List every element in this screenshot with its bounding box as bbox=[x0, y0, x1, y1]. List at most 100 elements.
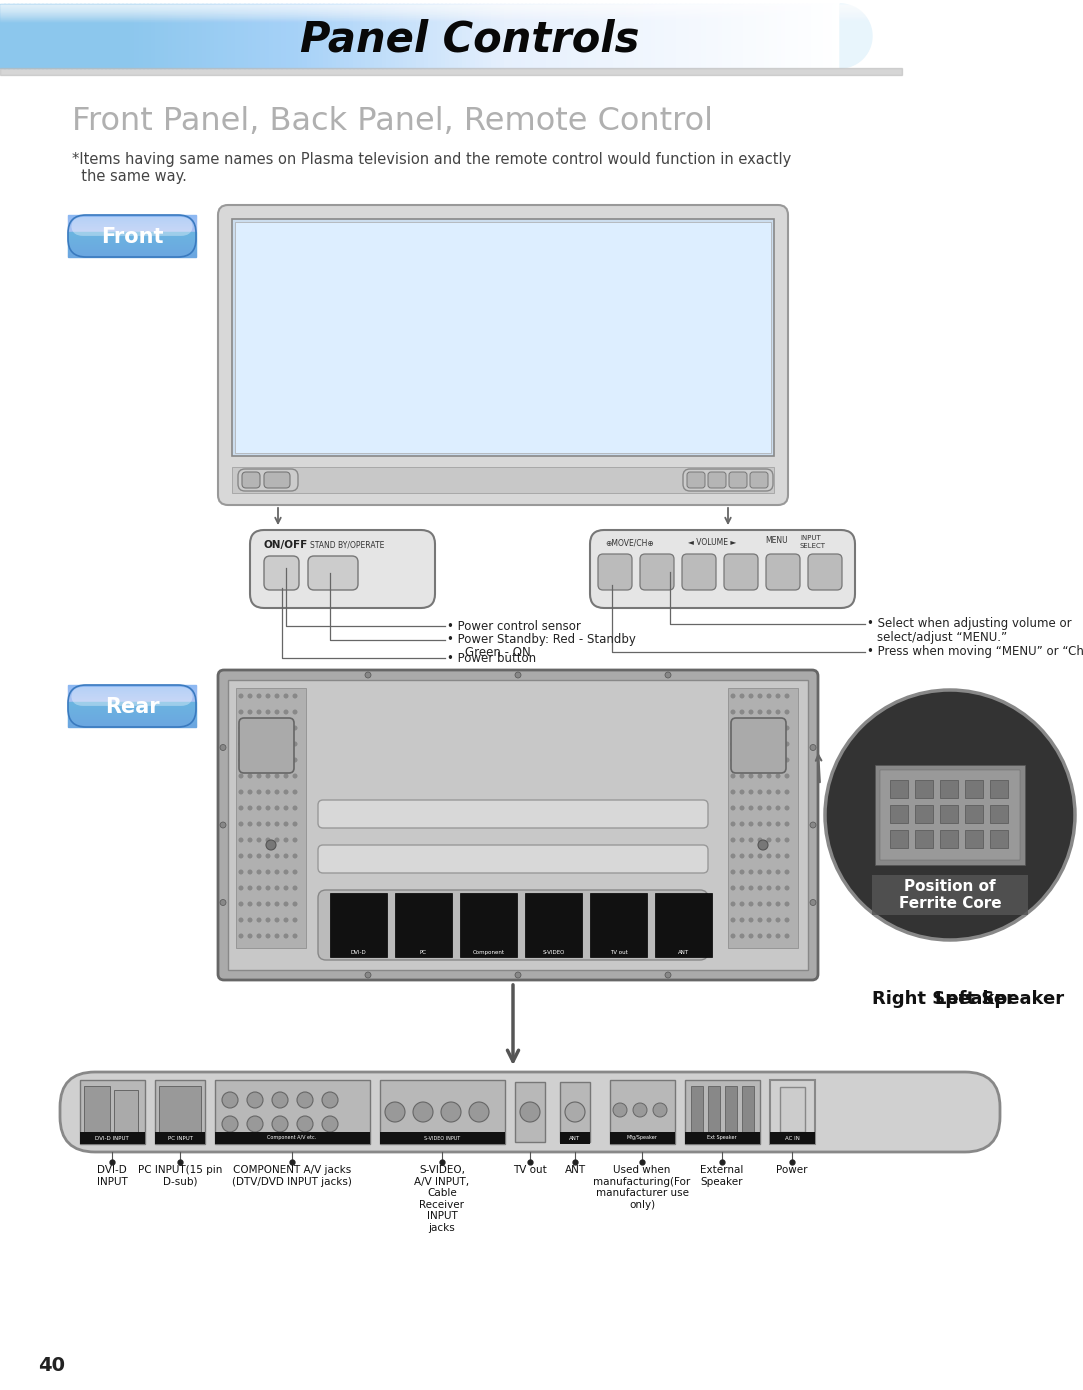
Circle shape bbox=[740, 773, 744, 778]
Bar bbox=[432, 4, 438, 68]
Circle shape bbox=[284, 758, 288, 763]
Bar bbox=[722, 4, 728, 68]
Circle shape bbox=[274, 694, 279, 699]
Circle shape bbox=[731, 870, 735, 874]
Bar bbox=[155, 4, 160, 68]
Bar bbox=[197, 4, 203, 68]
Bar bbox=[239, 4, 245, 68]
Circle shape bbox=[784, 709, 790, 714]
Circle shape bbox=[292, 758, 298, 763]
Bar bbox=[915, 805, 932, 823]
Circle shape bbox=[284, 853, 288, 859]
Bar bbox=[872, 874, 1028, 915]
FancyBboxPatch shape bbox=[238, 468, 298, 491]
Bar bbox=[915, 780, 932, 798]
Circle shape bbox=[767, 790, 771, 795]
Bar bbox=[530, 4, 534, 68]
Bar bbox=[369, 4, 375, 68]
Bar bbox=[504, 4, 509, 68]
Bar bbox=[311, 4, 316, 68]
Bar bbox=[563, 4, 567, 68]
Circle shape bbox=[731, 758, 735, 763]
Circle shape bbox=[274, 870, 279, 874]
Bar bbox=[236, 688, 306, 948]
Circle shape bbox=[784, 805, 790, 810]
Bar bbox=[691, 1086, 703, 1136]
Bar bbox=[731, 4, 736, 68]
Circle shape bbox=[274, 885, 279, 891]
FancyBboxPatch shape bbox=[731, 719, 786, 773]
Bar bbox=[172, 4, 178, 68]
Bar bbox=[382, 4, 388, 68]
Circle shape bbox=[265, 805, 271, 810]
Circle shape bbox=[274, 805, 279, 810]
Bar bbox=[462, 4, 467, 68]
Bar bbox=[714, 4, 719, 68]
Bar bbox=[534, 4, 538, 68]
Circle shape bbox=[757, 726, 762, 731]
Circle shape bbox=[740, 726, 744, 731]
Bar bbox=[567, 4, 572, 68]
Circle shape bbox=[247, 1093, 263, 1108]
Circle shape bbox=[731, 821, 735, 827]
Circle shape bbox=[265, 853, 271, 859]
Bar bbox=[380, 1080, 505, 1144]
Circle shape bbox=[413, 1102, 433, 1122]
Bar bbox=[655, 892, 712, 956]
Circle shape bbox=[238, 902, 244, 906]
FancyBboxPatch shape bbox=[751, 473, 768, 488]
Text: TV out: TV out bbox=[610, 949, 627, 955]
Bar bbox=[365, 4, 370, 68]
Circle shape bbox=[767, 902, 771, 906]
Bar bbox=[546, 4, 551, 68]
Bar bbox=[298, 4, 303, 68]
Bar bbox=[590, 892, 647, 956]
Text: *Items having same names on Plasma television and the remote control would funct: *Items having same names on Plasma telev… bbox=[71, 152, 792, 185]
Bar bbox=[387, 4, 392, 68]
FancyBboxPatch shape bbox=[218, 204, 788, 505]
Bar bbox=[84, 1086, 110, 1136]
Circle shape bbox=[757, 885, 762, 891]
Bar bbox=[344, 4, 350, 68]
FancyBboxPatch shape bbox=[264, 556, 299, 589]
Bar bbox=[130, 4, 135, 68]
Circle shape bbox=[257, 821, 261, 827]
Bar bbox=[823, 4, 828, 68]
FancyBboxPatch shape bbox=[250, 530, 435, 607]
Circle shape bbox=[292, 790, 298, 795]
Bar bbox=[17, 4, 22, 68]
Bar bbox=[159, 4, 165, 68]
Bar bbox=[219, 4, 223, 68]
Bar bbox=[680, 4, 686, 68]
Circle shape bbox=[767, 838, 771, 842]
Text: Front Panel, Back Panel, Remote Control: Front Panel, Back Panel, Remote Control bbox=[71, 106, 713, 138]
Circle shape bbox=[284, 694, 288, 699]
Bar bbox=[25, 4, 30, 68]
Bar bbox=[597, 4, 601, 68]
Bar bbox=[47, 4, 51, 68]
Circle shape bbox=[365, 972, 371, 979]
Circle shape bbox=[775, 838, 781, 842]
Circle shape bbox=[784, 726, 790, 731]
FancyBboxPatch shape bbox=[708, 473, 726, 488]
Bar bbox=[718, 4, 723, 68]
FancyBboxPatch shape bbox=[218, 670, 818, 980]
Text: S-VIDEO INPUT: S-VIDEO INPUT bbox=[423, 1136, 460, 1141]
Circle shape bbox=[757, 758, 762, 763]
Circle shape bbox=[274, 853, 279, 859]
Circle shape bbox=[516, 671, 521, 678]
Bar bbox=[773, 4, 778, 68]
Bar bbox=[226, 4, 232, 68]
Circle shape bbox=[257, 917, 261, 923]
Bar bbox=[391, 4, 395, 68]
Bar bbox=[51, 4, 55, 68]
Circle shape bbox=[767, 758, 771, 763]
Text: DVI-D: DVI-D bbox=[351, 949, 366, 955]
Text: Green - ON: Green - ON bbox=[465, 646, 531, 659]
Circle shape bbox=[731, 709, 735, 714]
Text: 40: 40 bbox=[38, 1357, 65, 1375]
Circle shape bbox=[767, 709, 771, 714]
Bar bbox=[559, 4, 564, 68]
FancyBboxPatch shape bbox=[808, 555, 841, 589]
FancyBboxPatch shape bbox=[598, 555, 632, 589]
